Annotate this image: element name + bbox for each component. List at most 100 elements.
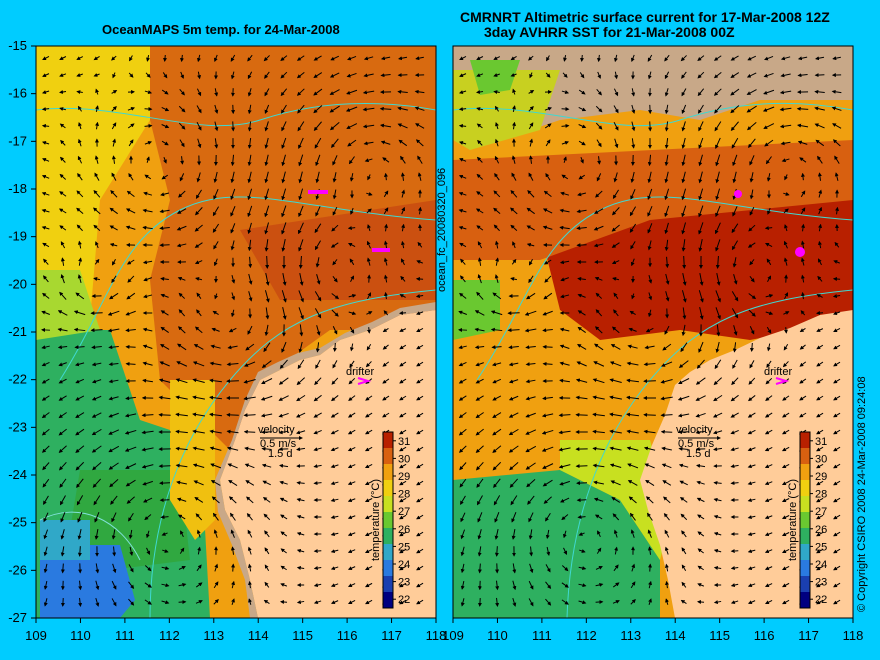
current-arrow	[330, 395, 339, 402]
current-arrow	[144, 123, 153, 128]
current-arrow	[476, 56, 484, 60]
current-arrow	[414, 106, 425, 111]
y-tick-label: -21	[8, 324, 27, 339]
current-arrow	[348, 243, 356, 247]
current-arrow	[142, 327, 153, 332]
current-arrow	[399, 446, 407, 452]
current-arrow	[563, 55, 567, 62]
current-arrow	[713, 55, 722, 61]
current-arrow	[112, 138, 117, 147]
current-arrow	[60, 546, 65, 557]
right-green-top	[470, 60, 520, 95]
current-arrow	[314, 240, 322, 251]
current-arrow	[160, 515, 169, 520]
current-arrow	[59, 173, 67, 180]
current-arrow	[332, 206, 338, 216]
current-arrow	[731, 137, 739, 149]
current-arrow	[416, 395, 424, 401]
current-arrow	[247, 239, 252, 252]
current-arrow	[146, 547, 151, 556]
current-arrow	[364, 446, 373, 452]
current-arrow	[230, 309, 235, 318]
current-arrow	[346, 72, 357, 78]
current-arrow	[279, 497, 288, 503]
current-arrow	[175, 412, 188, 417]
current-arrow	[365, 361, 372, 368]
current-arrow	[332, 155, 338, 166]
current-arrow	[561, 174, 569, 180]
current-arrow	[680, 55, 687, 62]
current-arrow	[764, 55, 774, 61]
current-arrow	[296, 514, 305, 519]
current-arrow	[597, 156, 602, 165]
current-arrow	[477, 139, 483, 146]
current-arrow	[363, 141, 374, 146]
current-arrow	[330, 532, 339, 537]
current-arrow	[281, 239, 286, 252]
left-velocity-label: velocity	[258, 424, 295, 436]
right-isobath-1	[453, 102, 853, 127]
current-arrow	[264, 239, 269, 252]
colorbar-tick-label: 31	[815, 436, 827, 448]
current-arrow	[397, 106, 408, 111]
colorbar-tick-label: 23	[815, 577, 827, 589]
current-arrow	[262, 497, 271, 503]
current-arrow	[196, 105, 202, 114]
current-arrow	[281, 341, 287, 353]
current-arrow	[41, 141, 50, 145]
current-arrow	[296, 447, 306, 452]
current-arrow	[494, 105, 499, 112]
current-arrow	[73, 310, 86, 316]
current-arrow	[109, 207, 118, 215]
current-arrow	[397, 89, 408, 94]
x-tick-label: 109	[442, 628, 464, 643]
current-arrow	[60, 512, 66, 523]
current-arrow	[78, 597, 83, 608]
current-arrow	[510, 56, 517, 61]
current-arrow	[816, 311, 824, 315]
y-tick-label: -17	[8, 133, 27, 148]
current-arrow	[214, 138, 219, 149]
current-arrow	[161, 89, 169, 95]
right-days-label: 1.5 d	[686, 448, 710, 460]
current-arrow	[247, 222, 252, 235]
current-arrow	[797, 140, 808, 145]
current-arrow	[347, 429, 356, 435]
current-arrow	[399, 497, 407, 503]
current-arrow	[595, 122, 603, 130]
x-tick-label: 114	[248, 628, 269, 643]
current-arrow	[93, 189, 101, 198]
current-arrow	[43, 580, 48, 590]
current-arrow	[192, 395, 205, 400]
current-arrow	[332, 360, 338, 369]
colorbar-tick-label: 31	[398, 436, 410, 448]
current-arrow	[329, 105, 340, 113]
current-arrow	[399, 344, 407, 350]
current-arrow	[696, 600, 705, 604]
current-arrow	[580, 157, 584, 164]
current-arrow	[110, 190, 118, 198]
current-arrow	[260, 395, 273, 401]
current-arrow	[365, 395, 373, 401]
current-arrow	[111, 172, 117, 181]
current-arrow	[399, 412, 407, 418]
current-arrow	[763, 89, 775, 95]
current-arrow	[143, 497, 153, 503]
current-arrow	[476, 90, 484, 94]
current-arrow	[383, 207, 389, 215]
current-arrow	[77, 528, 82, 540]
current-arrow	[227, 345, 238, 350]
current-arrow	[399, 361, 407, 367]
current-arrow	[681, 137, 686, 149]
current-arrow	[229, 512, 236, 521]
y-tick-label: -24	[8, 467, 27, 482]
current-arrow	[247, 71, 253, 80]
current-arrow	[194, 326, 203, 334]
colorbar-swatch	[800, 576, 810, 593]
current-arrow	[399, 514, 407, 520]
current-arrow	[141, 447, 154, 452]
current-arrow	[332, 275, 338, 283]
current-arrow	[595, 105, 603, 113]
current-arrow	[95, 88, 100, 95]
current-arrow	[298, 255, 303, 269]
